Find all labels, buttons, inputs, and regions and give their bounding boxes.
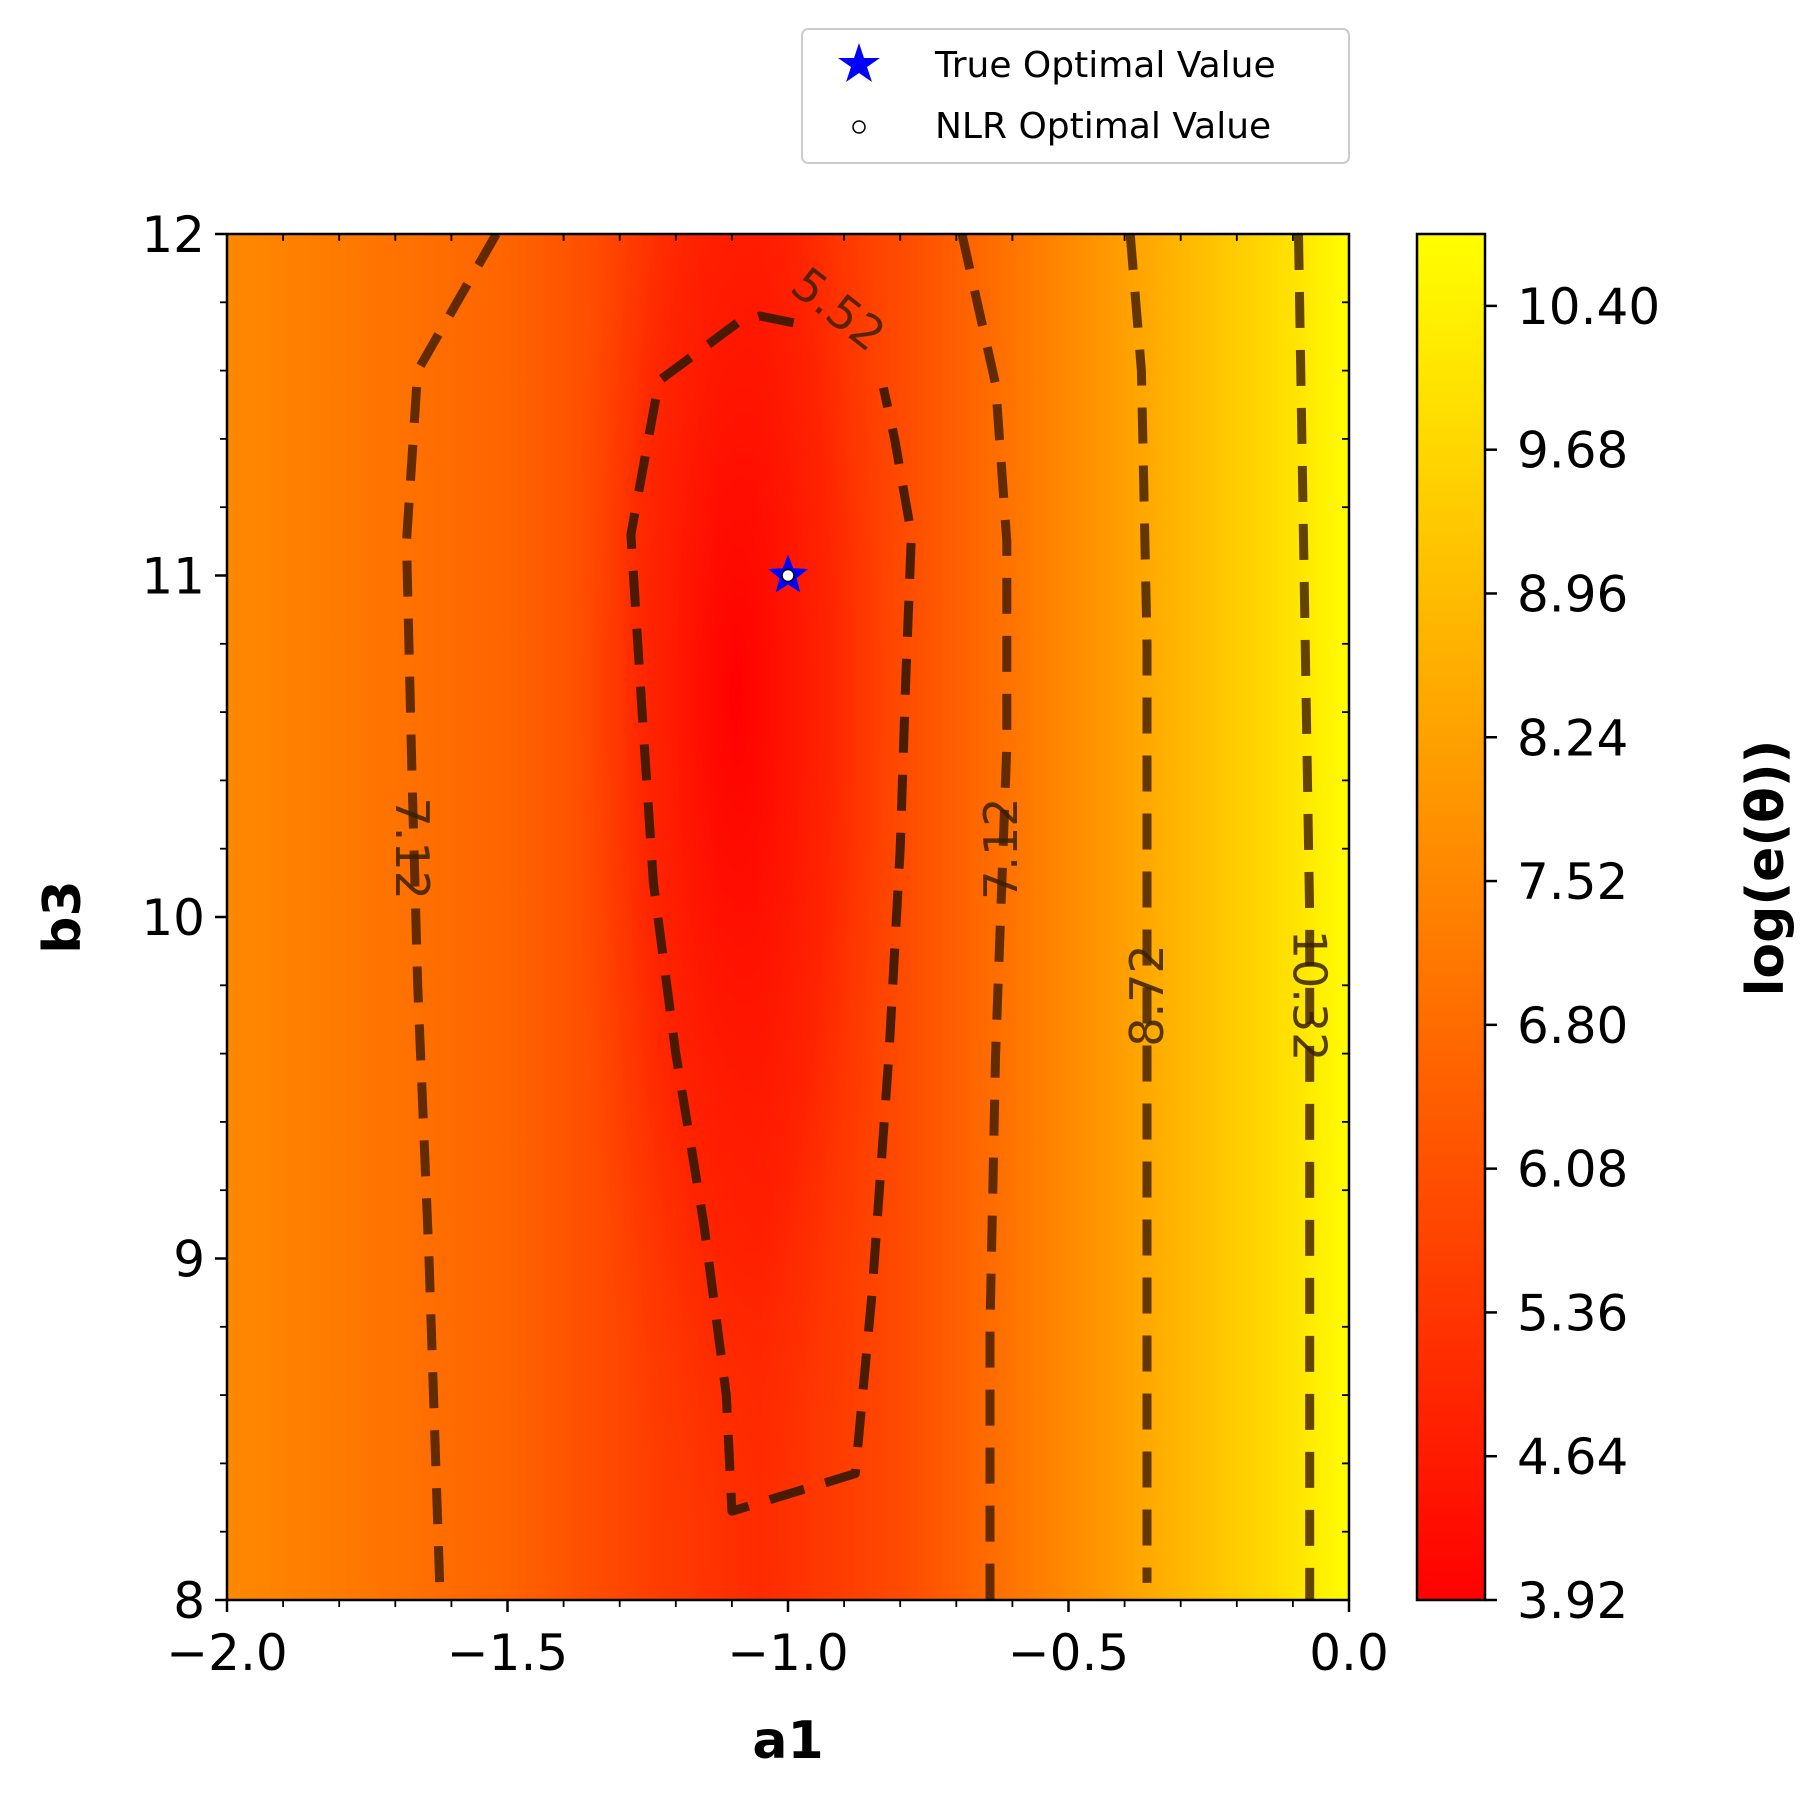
y-tick-label: 8 [173, 1572, 205, 1630]
legend-star-icon [838, 43, 880, 82]
x-tick-label: −1.0 [727, 1624, 848, 1682]
y-tick-label: 9 [173, 1231, 205, 1289]
colorbar-tick-label: 6.80 [1517, 997, 1628, 1055]
legend-label-nlr-optimal: NLR Optimal Value [935, 106, 1271, 147]
contour-label-8-72: 8.72 [1120, 944, 1174, 1046]
x-tick-label: 0.0 [1309, 1624, 1389, 1682]
contour-label-7-12: 7.12 [974, 797, 1028, 899]
colorbar-tick-label: 7.52 [1517, 853, 1628, 911]
y-axis-label: b3 [33, 880, 93, 953]
colorbar-tick-label: 8.96 [1517, 565, 1628, 623]
colorbar: 3.92 4.64 5.36 6.08 6.80 7.52 8.24 8.96 9.68 10.4… [1415, 232, 1796, 1630]
colorbar-tick-label: 8.24 [1517, 709, 1628, 767]
heatmap-minimum-glow [574, 234, 912, 1600]
x-axis-ticks: −2.0 −1.5 −1.0 −0.5 0.0 [166, 234, 1389, 1682]
colorbar-tick-label: 10.40 [1517, 278, 1660, 336]
contour-label-10-32: 10.32 [1283, 930, 1337, 1062]
colorbar-tick-label: 3.92 [1517, 1572, 1628, 1630]
legend: True Optimal Value NLR Optimal Value [801, 28, 1350, 164]
y-axis-ticks: 8 9 10 11 12 [141, 206, 1349, 1630]
x-tick-label: −0.5 [1008, 1624, 1129, 1682]
nlr-optimal-point [781, 568, 795, 583]
colorbar-tick-label: 9.68 [1517, 422, 1628, 480]
colorbar-label: log(e(θ)) [1736, 740, 1796, 997]
contour-label-7-12: 7.12 [385, 797, 439, 899]
contour-lines [402, 234, 1315, 1600]
colorbar-ticks: 3.92 4.64 5.36 6.08 6.80 7.52 8.24 8.96 9.68 10.4… [1485, 278, 1660, 1630]
legend-box [801, 28, 1350, 164]
colorbar-tick-label: 6.08 [1517, 1141, 1628, 1199]
contour-line-5-52 [626, 311, 916, 1516]
x-tick-label: −1.5 [447, 1624, 568, 1682]
contour-line-7-12 [402, 234, 501, 1600]
legend-label-true-optimal: True Optimal Value [934, 45, 1276, 86]
colorbar-tick-label: 4.64 [1517, 1428, 1628, 1486]
legend-circle-icon [852, 120, 866, 134]
y-tick-label: 12 [141, 206, 205, 264]
colorbar-tick-label: 5.36 [1517, 1284, 1628, 1342]
y-tick-label: 11 [141, 548, 205, 606]
x-tick-label: −2.0 [166, 1624, 287, 1682]
contour-line-8-72 [1125, 234, 1152, 1583]
x-axis-label: a1 [752, 1711, 823, 1771]
colorbar-gradient [1415, 232, 1487, 1602]
y-tick-label: 10 [141, 889, 205, 947]
optimal-markers [768, 554, 808, 593]
